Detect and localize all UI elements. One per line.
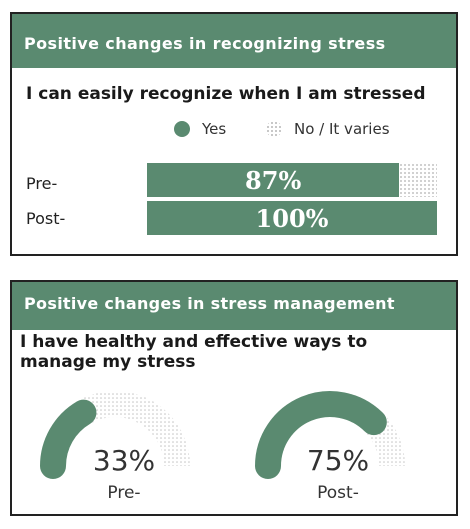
legend-yes: Yes xyxy=(174,120,226,138)
gauge-post-value: 75% xyxy=(306,444,370,477)
gauge-pre xyxy=(40,391,190,479)
bar-post-value-label: 100% xyxy=(255,203,329,233)
stress-management-panel: Positive changes in stress management I … xyxy=(10,280,458,516)
legend-yes-swatch xyxy=(174,121,190,137)
gauge-post-fill xyxy=(255,391,387,479)
bar-category-pre: Pre- xyxy=(26,174,58,193)
bar-post-yes: 100% xyxy=(147,201,437,235)
gauge-post xyxy=(255,391,405,479)
gauge-post-label: Post- xyxy=(317,483,359,503)
survey-question: I can easily recognize when I am stresse… xyxy=(26,84,426,104)
bar-category-post: Post- xyxy=(26,209,66,228)
panel-title: Positive changes in recognizing stress xyxy=(12,14,456,68)
legend-yes-label: Yes xyxy=(202,120,227,138)
legend-no-label: No / It varies xyxy=(294,120,390,138)
survey-question: I have healthy and effective ways to man… xyxy=(20,332,368,372)
bar-pre-value-label: 87% xyxy=(245,165,302,195)
bar-track-post: 100% xyxy=(147,201,437,235)
panel-title: Positive changes in stress management xyxy=(12,282,456,330)
bar-pre-yes: 87% xyxy=(147,163,400,197)
recognizing-stress-panel: Positive changes in recognizing stress I… xyxy=(10,12,458,256)
bar-track-pre: 87% xyxy=(147,163,437,197)
legend-no-swatch xyxy=(266,121,282,137)
gauge-pre-value: 33% xyxy=(92,444,156,477)
gauge-pre-label: Pre- xyxy=(107,483,141,503)
legend-no: No / It varies xyxy=(266,120,390,138)
gauge-pre-fill xyxy=(40,399,97,479)
